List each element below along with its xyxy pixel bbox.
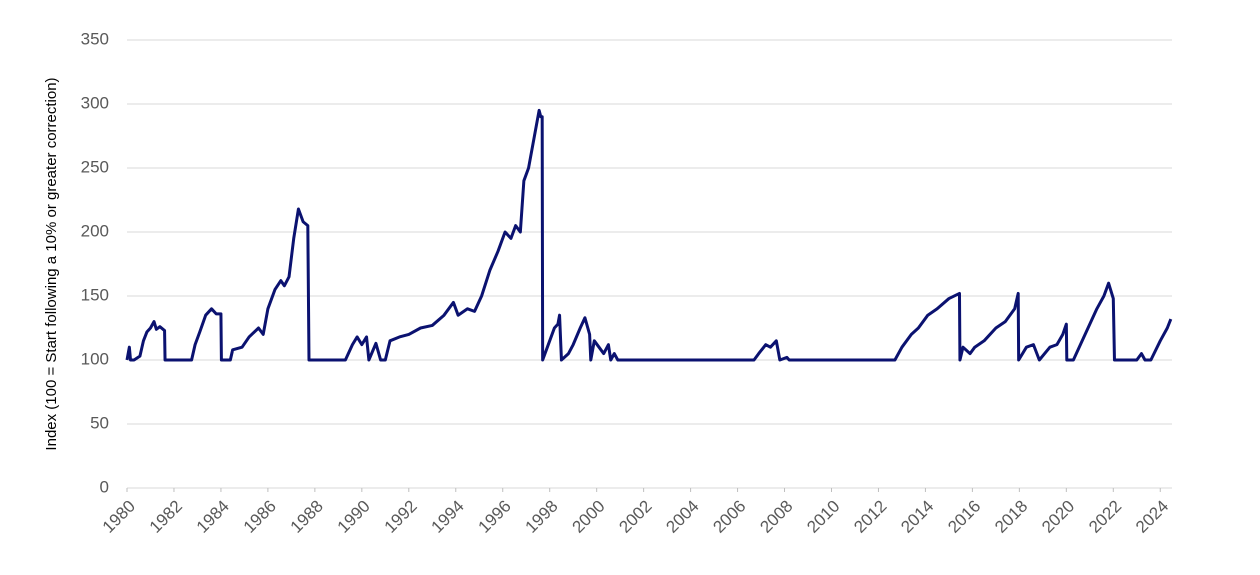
x-tick-label: 2000 <box>568 497 608 537</box>
y-tick-label: 350 <box>81 29 109 48</box>
x-tick-label: 1980 <box>99 497 139 537</box>
x-tick-label: 2022 <box>1085 497 1125 537</box>
y-tick-label: 150 <box>81 285 109 304</box>
x-tick-label: 2010 <box>803 497 843 537</box>
x-tick-label: 1984 <box>193 497 233 537</box>
y-tick-label: 300 <box>81 93 109 112</box>
x-tick-label: 2002 <box>615 497 655 537</box>
x-tick-label: 2018 <box>991 497 1031 537</box>
x-tick-label: 2008 <box>756 497 796 537</box>
x-tick-label: 1982 <box>146 497 186 537</box>
y-axis-label: Index (100 = Start following a 10% or gr… <box>43 77 60 450</box>
x-tick-label: 2004 <box>662 497 702 537</box>
data-line <box>125 108 1173 362</box>
x-tick-label: 2024 <box>1132 497 1172 537</box>
x-tick-label: 2020 <box>1038 497 1078 537</box>
x-tick-label: 1998 <box>522 497 562 537</box>
x-tick-label: 1996 <box>475 497 515 537</box>
x-tick-label: 1990 <box>334 497 374 537</box>
x-tick-label: 1992 <box>381 497 421 537</box>
x-tick-label: 2012 <box>850 497 890 537</box>
x-tick-label: 1986 <box>240 497 280 537</box>
x-tick-label: 2016 <box>944 497 984 537</box>
x-tick-label: 1994 <box>428 497 468 537</box>
y-tick-label: 0 <box>100 477 109 496</box>
x-tick-label: 2006 <box>709 497 749 537</box>
y-tick-label: 100 <box>81 349 109 368</box>
y-tick-label: 250 <box>81 157 109 176</box>
x-tick-label: 2014 <box>897 497 937 537</box>
y-tick-label: 200 <box>81 221 109 240</box>
y-tick-label: 50 <box>90 413 109 432</box>
x-tick-label: 1988 <box>287 497 327 537</box>
